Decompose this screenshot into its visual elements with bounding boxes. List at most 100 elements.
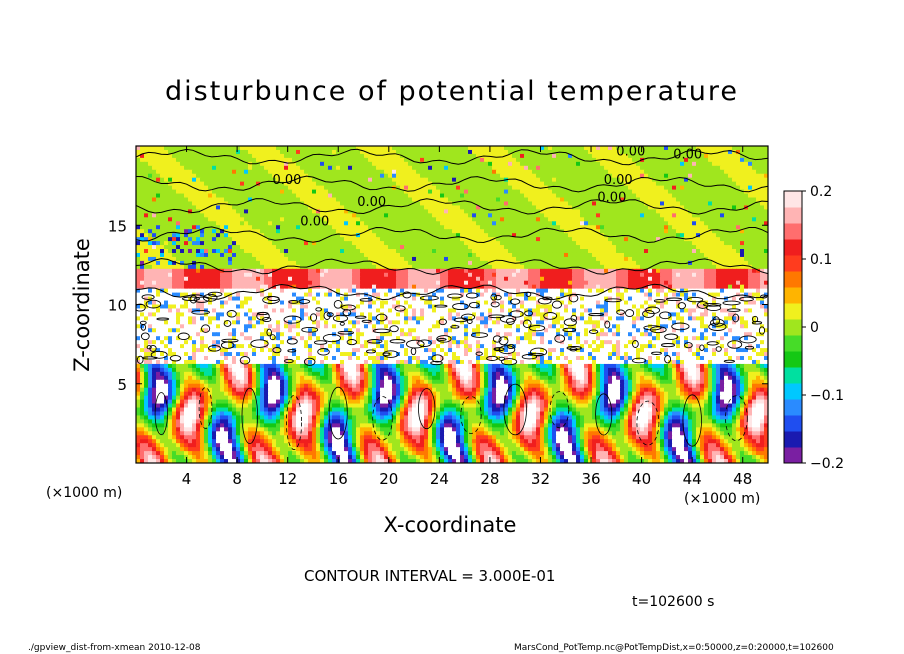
contour-loop: [286, 338, 298, 345]
contour-loop: [417, 339, 432, 347]
contour-loop: [436, 335, 452, 343]
contour-loop: [223, 320, 232, 327]
x-tick-label: 28: [480, 470, 499, 488]
contour-loop: [201, 324, 211, 333]
footer-source-label: MarsCond_PotTemp.nc@PotTempDist,x=0:5000…: [514, 643, 834, 653]
x-tick-label: 12: [278, 470, 297, 488]
contour-loop: [434, 304, 448, 308]
contour-loop: [510, 298, 521, 305]
contour-loop: [682, 394, 702, 447]
colorbar-tick-label: 0.2: [810, 184, 832, 200]
contour-loop: [141, 294, 155, 300]
contour-loop: [375, 313, 388, 322]
x-tick-label: 44: [683, 470, 702, 488]
contour-loop: [150, 350, 168, 359]
contour-loop: [632, 340, 639, 348]
contour-loop: [256, 311, 269, 316]
contour-loop: [468, 301, 480, 309]
colorbar-swatch: [784, 239, 802, 256]
contour-loop: [509, 310, 524, 318]
contour-loop: [326, 312, 334, 317]
contour-loop: [554, 334, 566, 343]
contour-loop: [588, 313, 604, 317]
colorbar-swatch: [784, 207, 802, 224]
contour-loop: [470, 332, 489, 338]
colorbar-swatch: [784, 415, 802, 432]
contour-loop: [563, 318, 577, 327]
contour-loop: [465, 292, 479, 299]
contour-loop: [419, 295, 439, 301]
contour-loop: [372, 328, 391, 334]
x-tick-label: 36: [581, 470, 600, 488]
contour-loop: [323, 311, 331, 320]
contour-loop: [208, 345, 221, 352]
contour-loop: [315, 307, 323, 312]
contour-loop: [549, 391, 570, 429]
contour-loop: [543, 312, 558, 320]
contour-loop: [140, 324, 147, 331]
contour-loop: [725, 395, 748, 442]
contour-loop: [636, 400, 660, 446]
contour-loop: [298, 299, 311, 304]
contour-loop: [492, 335, 502, 343]
contour-loop: [739, 335, 757, 344]
contour-loop: [410, 347, 417, 356]
contour-loop: [684, 342, 693, 349]
contour-loop: [521, 354, 538, 360]
contour-loop: [494, 347, 501, 351]
contour-loop: [686, 296, 704, 303]
contour-loop: [604, 298, 622, 303]
contour-interval-label: CONTOUR INTERVAL = 3.000E-01: [304, 567, 556, 585]
contour-loop: [744, 345, 755, 350]
contour-loop: [507, 344, 515, 350]
contour-loop: [382, 352, 391, 356]
contour-loop: [529, 324, 546, 332]
contour-loop: [503, 383, 527, 436]
contour-loop: [562, 327, 577, 333]
contour-loop: [431, 354, 444, 363]
contour-loop: [706, 341, 719, 346]
contour-loop: [595, 393, 613, 436]
contour-loop: [354, 315, 367, 319]
contour-label: 0.00: [604, 173, 633, 188]
y-tick-label: 5: [117, 376, 127, 394]
contour-loop: [661, 343, 675, 348]
colorbar-swatch: [784, 255, 802, 272]
contour-loop: [177, 332, 190, 341]
colorbar-swatch: [784, 399, 802, 416]
contour-loop: [499, 315, 517, 323]
x-tick-label: 8: [232, 470, 242, 488]
contour-loop: [760, 294, 768, 299]
colorbar-swatch: [784, 271, 802, 288]
contour-loop: [732, 313, 740, 323]
contour-loop: [145, 299, 162, 309]
contour-loop: [250, 339, 269, 348]
x-tick-label: 40: [632, 470, 651, 488]
contour-loop: [537, 297, 552, 305]
contour-loop: [262, 316, 272, 323]
contour-line: [136, 258, 768, 275]
contour-loop: [346, 339, 357, 346]
contour-loop: [726, 308, 741, 312]
time-label: t=102600 s: [632, 594, 715, 610]
contour-loop: [239, 356, 251, 365]
contour-loop: [328, 386, 348, 440]
contour-loop: [332, 314, 349, 323]
contour-loop: [708, 322, 727, 331]
colorbar-swatch: [784, 367, 802, 384]
contour-loop: [712, 316, 720, 326]
contour-loop: [303, 357, 316, 366]
contour-loop: [447, 293, 463, 299]
colorbar-tick-label: 0: [810, 320, 819, 336]
contour-loop: [198, 387, 213, 429]
colorbar-swatch: [784, 287, 802, 304]
contour-loop: [566, 346, 582, 350]
contour-loop: [301, 326, 319, 333]
contour-loop: [522, 319, 532, 329]
colorbar-tick-label: 0.1: [810, 252, 832, 268]
contour-loop: [182, 296, 200, 301]
contour-loop: [486, 355, 499, 361]
contour-loop: [202, 293, 218, 302]
temperature-field: [136, 146, 768, 463]
